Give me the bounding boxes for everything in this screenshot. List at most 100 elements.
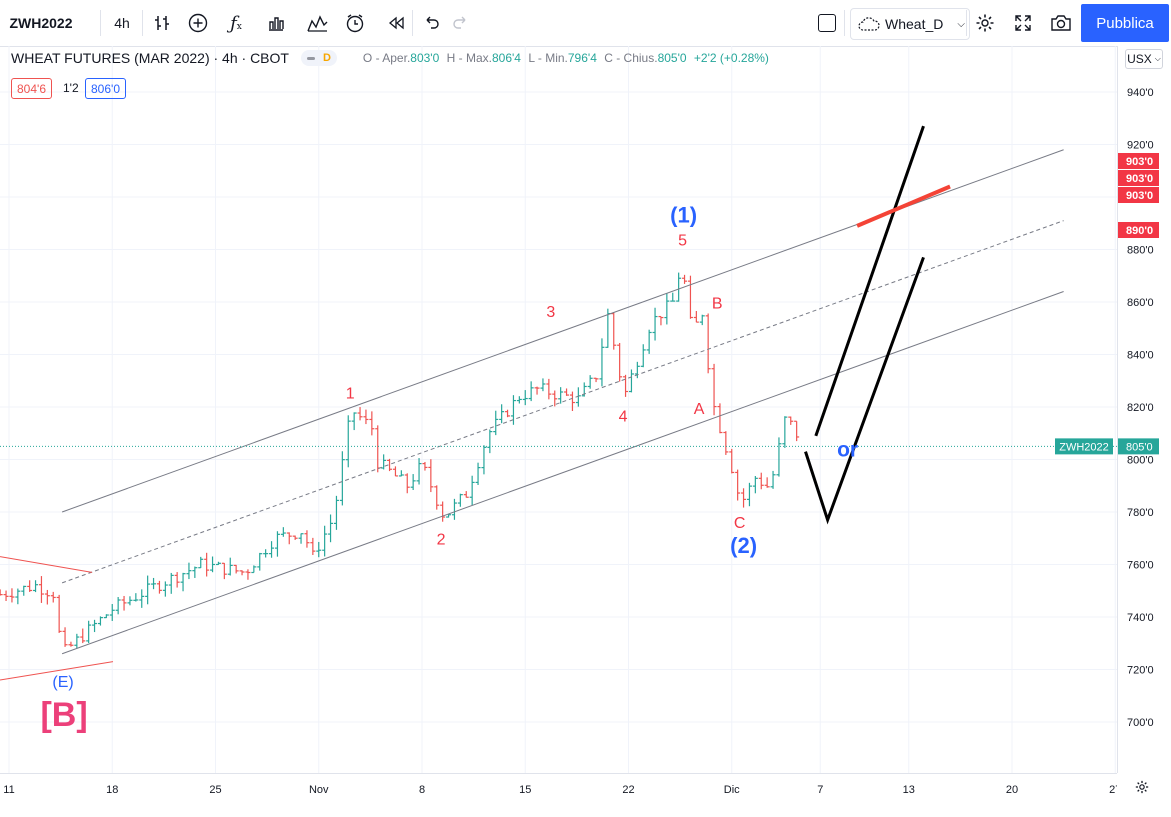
trendline-fragment — [0, 661, 114, 681]
layout-name-label: Wheat_D — [885, 16, 944, 32]
sell-price-button[interactable]: 804'6 — [11, 78, 52, 99]
price-tick-label: 820'0 — [1127, 402, 1154, 414]
target-price-tag: 903'0 — [1126, 156, 1153, 168]
ohlc-bar — [304, 530, 310, 548]
ohlc-bar — [788, 416, 794, 425]
add-symbol-icon[interactable] — [182, 3, 214, 43]
compare-bars-icon[interactable] — [146, 3, 178, 43]
price-tick-label: 760'0 — [1127, 560, 1154, 572]
ohlc-bar — [617, 342, 623, 382]
projection-path — [814, 125, 925, 437]
ohlc-bar — [505, 409, 511, 418]
time-tick-label: 11 — [3, 784, 14, 796]
ohlc-bar — [345, 415, 351, 468]
time-axis[interactable]: 11 18 25 Nov 8 15 22 Dic 7 13 20 27 — [0, 773, 1117, 804]
instrument-title[interactable]: WHEAT FUTURES (MAR 2022) · 4h · CBOT — [11, 50, 289, 66]
ohlc-bar — [646, 329, 652, 354]
interval-button[interactable]: 4h — [114, 15, 130, 31]
ohlc-bar — [316, 541, 322, 558]
ohlc-bar — [251, 565, 257, 574]
wave-label-big-b: [B] — [40, 696, 87, 734]
candles-group — [0, 272, 800, 649]
fullscreen-icon[interactable] — [1008, 3, 1038, 43]
ohlc-bar — [528, 381, 534, 402]
wave-label-a: A — [694, 401, 705, 418]
time-tick-label: Nov — [309, 784, 329, 796]
ohlc-bar — [469, 475, 475, 506]
ohlc-values: O - Aper.803'0 H - Max.806'4 L - Min.796… — [363, 51, 769, 65]
undo-icon[interactable] — [416, 3, 446, 43]
layout-checkbox[interactable] — [818, 14, 836, 32]
ohlc-bar — [682, 274, 688, 284]
ohlc-bar — [115, 597, 121, 615]
ohlc-bar — [699, 314, 705, 326]
ohlc-bar — [746, 482, 752, 507]
templates-icon[interactable] — [300, 3, 334, 43]
chart-legend: WHEAT FUTURES (MAR 2022) · 4h · CBOT D O… — [11, 50, 769, 66]
price-tick-label: 700'0 — [1127, 717, 1154, 729]
symbol-search-button[interactable]: ZWH2022 — [9, 15, 73, 31]
ohlc-bar — [434, 485, 440, 510]
time-tick-label: 8 — [419, 784, 425, 796]
replay-icon[interactable] — [380, 3, 412, 43]
alert-icon[interactable] — [338, 3, 372, 43]
currency-unit-selector[interactable]: USX ⌵ — [1125, 49, 1163, 69]
symbol-price-tag-bg — [1055, 438, 1113, 455]
ohlc-bar — [50, 591, 56, 603]
ohlc-bar — [27, 580, 33, 592]
open-label: O - Aper. — [362, 51, 411, 65]
ohlc-bar — [333, 495, 339, 530]
ohlc-bar — [239, 570, 245, 576]
ohlc-bar — [693, 310, 699, 323]
price-chart[interactable]: 1 2 3 4 5 A B C (E) (1) (2) [B] or ZWH2022 — [0, 46, 1117, 773]
ohlc-bar — [286, 532, 292, 545]
price-axis[interactable]: 700'0 720'0 740'0 760'0 780'0 800'0 820'0 840'0… — [1117, 46, 1171, 773]
ohlc-bar — [398, 470, 404, 477]
target-price-tag: 903'0 — [1126, 173, 1153, 185]
ohlc-bar — [451, 498, 457, 520]
ohlc-bar — [764, 477, 770, 488]
ohlc-bar — [522, 390, 528, 406]
ohlc-bar — [587, 375, 593, 389]
ohlc-bar — [56, 594, 62, 633]
chart-type-icon[interactable] — [260, 3, 292, 43]
axis-settings-icon[interactable] — [1134, 779, 1150, 800]
ohlc-bar — [227, 557, 233, 576]
settings-icon[interactable] — [970, 3, 1000, 43]
ohlc-bar — [369, 411, 375, 436]
camera-icon[interactable] — [1046, 3, 1076, 43]
ohlc-bar — [328, 514, 334, 543]
cloud-icon — [857, 16, 881, 32]
ohlc-bar — [569, 391, 575, 411]
data-source-tag[interactable]: D — [300, 50, 337, 66]
ohlc-bar — [481, 445, 487, 475]
publish-button[interactable]: Pubblica — [1081, 4, 1169, 42]
ohlc-bar — [103, 614, 109, 619]
ohlc-bar — [729, 448, 735, 474]
ohlc-bar — [670, 292, 676, 302]
high-value: 806'4 — [491, 51, 521, 65]
ohlc-bar — [705, 313, 711, 374]
time-tick-label: 15 — [519, 784, 531, 796]
ohlc-bar — [634, 361, 640, 379]
price-tick-label: 780'0 — [1127, 507, 1154, 519]
price-tick-label: 940'0 — [1127, 87, 1154, 99]
time-tick-label: 7 — [817, 784, 823, 796]
ohlc-bar — [9, 588, 15, 603]
redo-icon[interactable] — [446, 3, 476, 43]
price-tick-label-partial: 960'0 — [1127, 46, 1154, 47]
ohlc-bar — [68, 641, 74, 647]
wave-label-c: C — [734, 515, 746, 532]
layout-name-dropdown[interactable]: Wheat_D ⌵ — [850, 8, 970, 40]
buy-price-button[interactable]: 806'0 — [85, 78, 126, 99]
ohlc-bar — [593, 377, 599, 383]
chevron-down-icon: ⌵ — [957, 18, 965, 30]
ohlc-bar — [416, 458, 422, 485]
time-tick-label: 20 — [1006, 784, 1018, 796]
price-tick-label: 860'0 — [1127, 297, 1154, 309]
ohlc-bar — [564, 388, 570, 396]
time-tick-label: 13 — [903, 784, 915, 796]
ohlc-bar — [475, 462, 481, 485]
